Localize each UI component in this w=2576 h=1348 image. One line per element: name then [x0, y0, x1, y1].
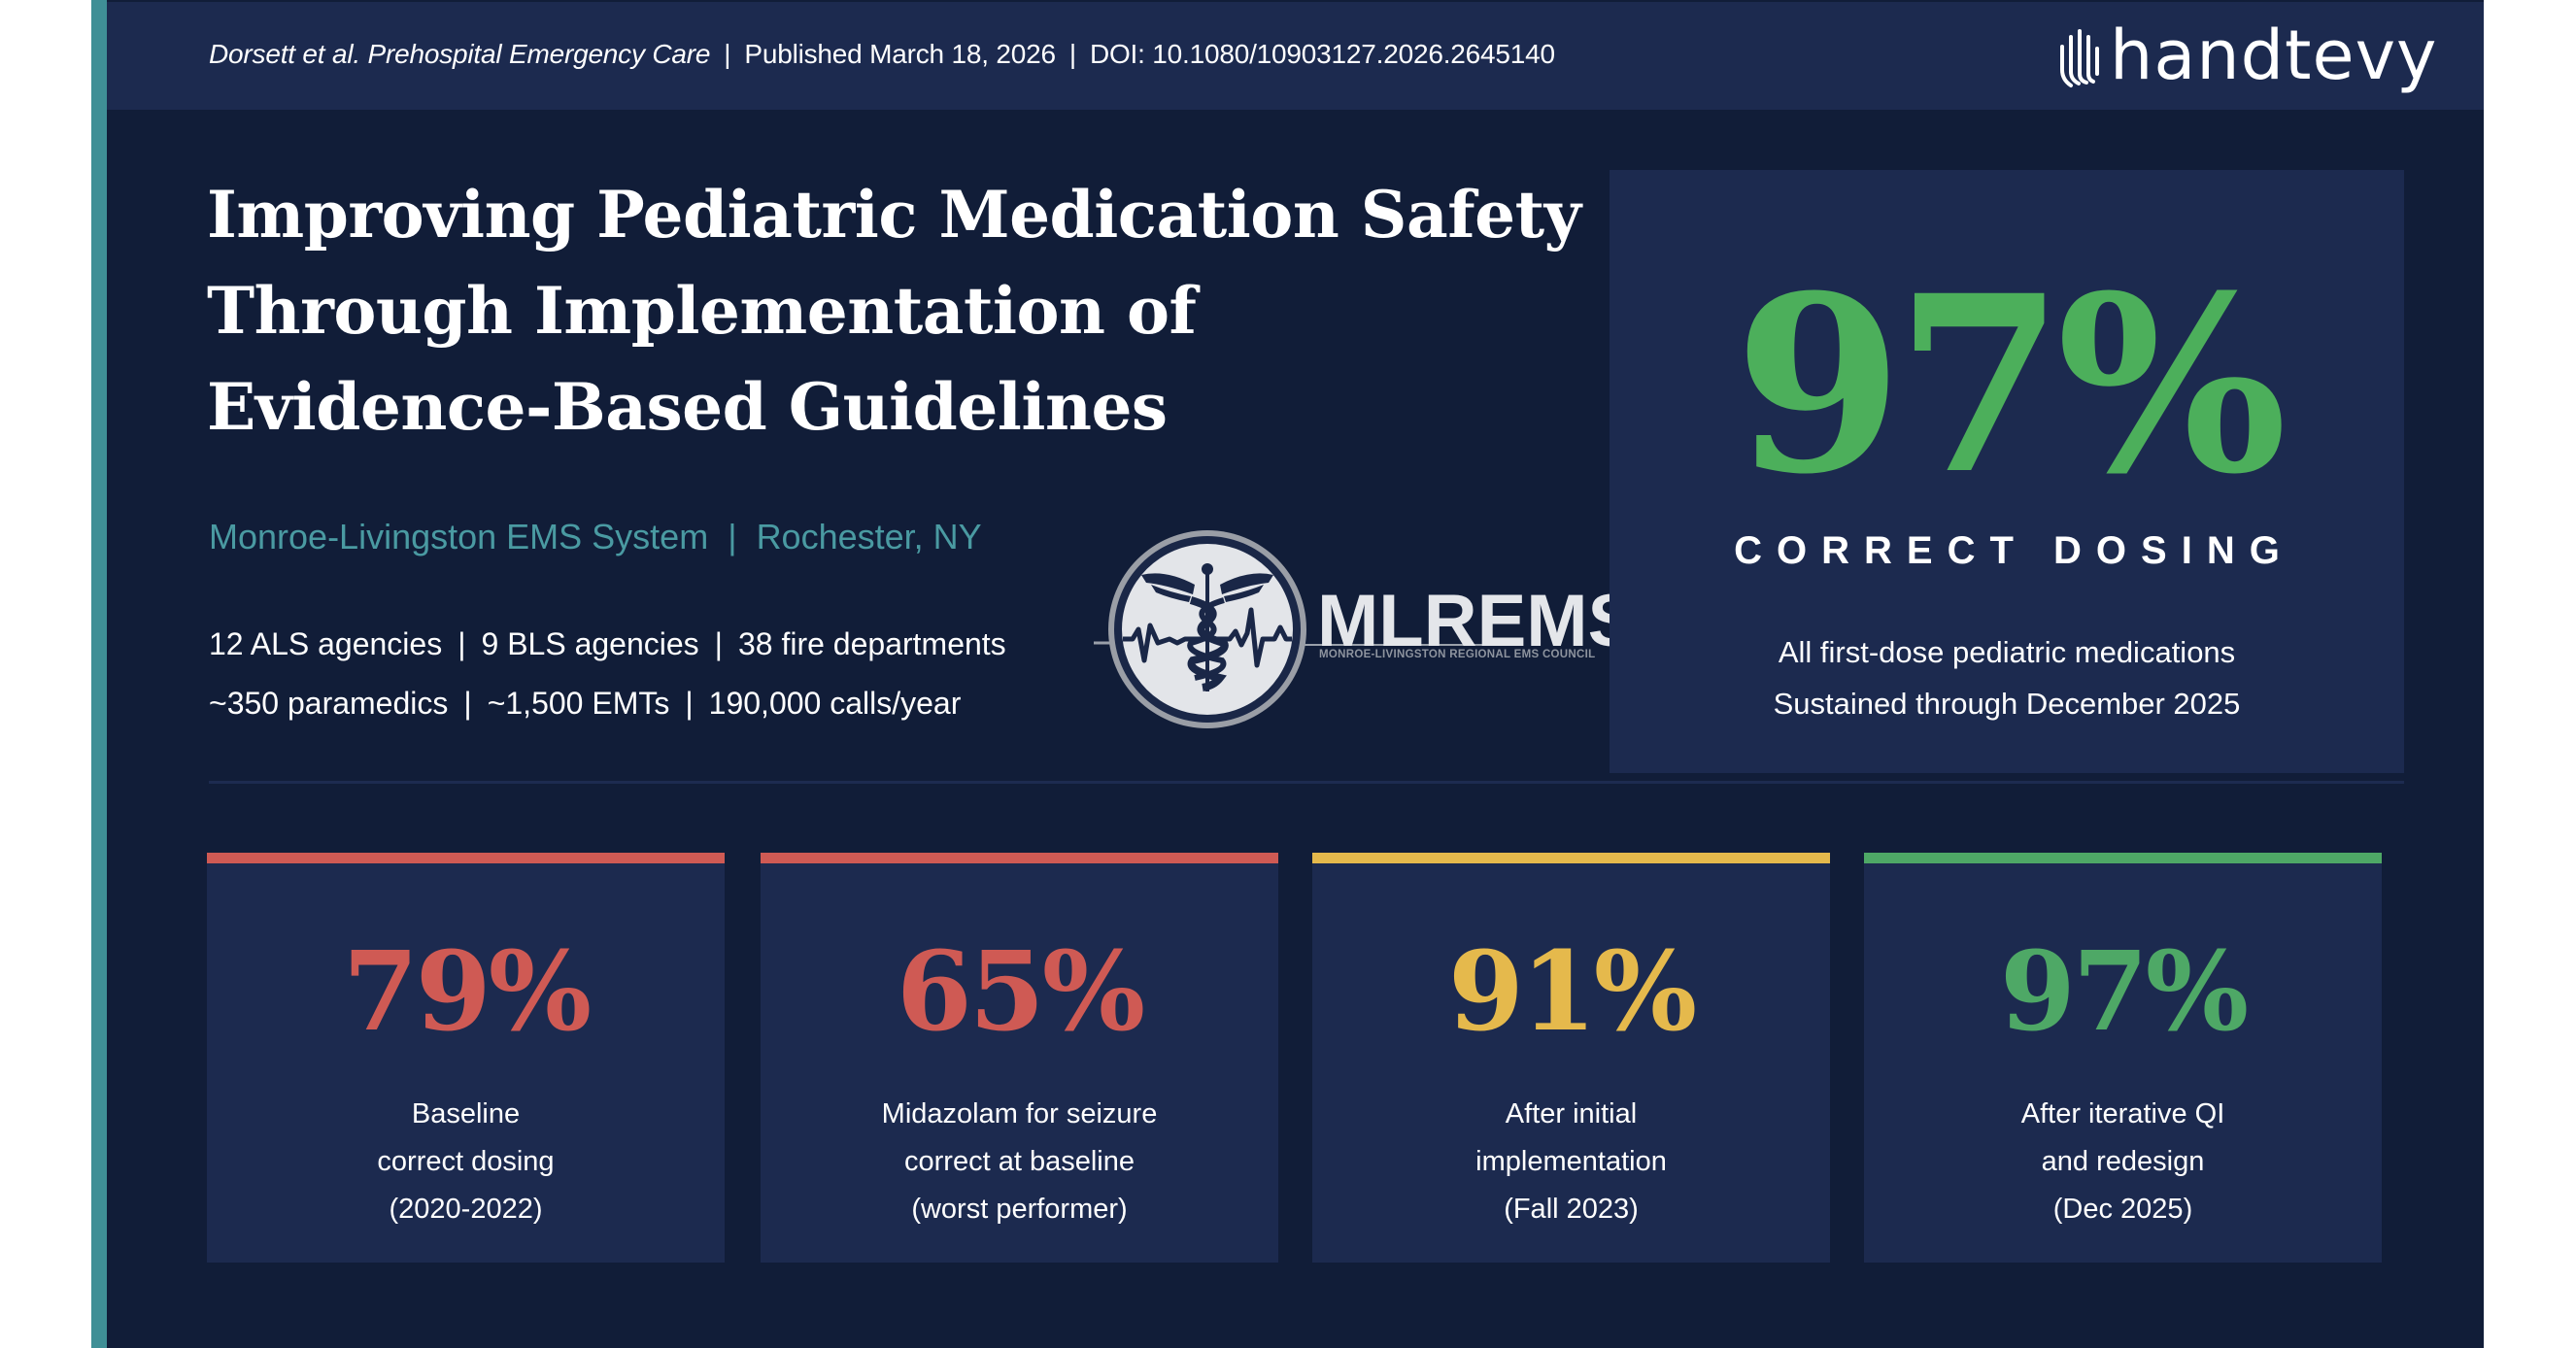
- system-name: Monroe-Livingston EMS System: [209, 517, 709, 556]
- card-label-line: and redesign: [2041, 1146, 2205, 1177]
- citation-published: Published March 18, 2026: [744, 39, 1056, 69]
- card-label-line: (Fall 2023): [1504, 1194, 1639, 1225]
- separator: |: [685, 686, 694, 721]
- citation-doi[interactable]: DOI: 10.1080/10903127.2026.2645140: [1089, 39, 1555, 69]
- stat-card-initial-implementation: 91% After initial implementation (Fall 2…: [1312, 853, 1830, 1263]
- separator: |: [724, 39, 731, 69]
- card-label-line: After iterative QI: [2020, 1098, 2225, 1129]
- title-line-1: Improving Pediatric Medication Safety: [207, 177, 1581, 253]
- card-accent-bar: [207, 853, 725, 863]
- hero-label: CORRECT DOSING: [1734, 529, 2294, 572]
- card-value: 91%: [1447, 928, 1697, 1056]
- hero-desc-line-1: All first-dose pediatric medications: [1778, 635, 2236, 669]
- separator: |: [714, 626, 723, 661]
- stat-calls: 190,000 calls/year: [708, 686, 962, 721]
- page-title: Improving Pediatric Medication Safety Th…: [207, 167, 1615, 455]
- handtevy-logo: handtevy: [2057, 19, 2437, 97]
- system-subtitle: Monroe-Livingston EMS System | Rochester, …: [209, 517, 982, 557]
- card-accent-bar: [1864, 853, 2382, 863]
- stats-row-2: ~350 paramedics | ~1,500 EMTs | 190,000 call…: [209, 674, 1006, 733]
- card-label-line: After initial: [1505, 1098, 1638, 1129]
- card-accent-bar: [1312, 853, 1830, 863]
- hero-stat-box: 97% CORRECT DOSING All first-dose pediat…: [1610, 170, 2404, 773]
- card-value: 65%: [896, 928, 1145, 1056]
- hero-description: All first-dose pediatric medications Sus…: [1610, 626, 2404, 729]
- hero-desc-line-2: Sustained through December 2025: [1773, 687, 2241, 721]
- left-accent-strip: [91, 0, 107, 1348]
- card-label: Midazolam for seizure correct at baselin…: [761, 1091, 1278, 1233]
- citation-journal: Dorsett et al. Prehospital Emergency Car…: [209, 39, 711, 69]
- stat-emts: ~1,500 EMTs: [487, 686, 670, 721]
- stats-row-1: 12 ALS agencies | 9 BLS agencies | 38 fire d…: [209, 615, 1006, 674]
- card-label-line: implementation: [1475, 1146, 1667, 1177]
- hand-lines-icon: [2060, 29, 2099, 87]
- stat-card-midazolam: 65% Midazolam for seizure correct at bas…: [761, 853, 1278, 1263]
- stat-paramedics: ~350 paramedics: [209, 686, 449, 721]
- hero-value: 97%: [1734, 242, 2287, 527]
- card-value: 97%: [1999, 928, 2249, 1056]
- card-value: 79%: [342, 928, 592, 1056]
- caduceus-heartbeat-icon: [1094, 530, 1506, 728]
- card-label-line: correct at baseline: [904, 1146, 1135, 1177]
- stat-als: 12 ALS agencies: [209, 626, 443, 661]
- separator: |: [728, 517, 737, 556]
- stat-fire: 38 fire departments: [737, 626, 1006, 661]
- card-label: Baseline correct dosing (2020-2022): [207, 1091, 725, 1233]
- brand-name: handtevy: [2110, 16, 2438, 95]
- card-accent-bar: [761, 853, 1278, 863]
- citation-line: Dorsett et al. Prehospital Emergency Car…: [209, 39, 1555, 70]
- separator: |: [1068, 39, 1076, 69]
- system-stats: 12 ALS agencies | 9 BLS agencies | 38 fire d…: [209, 615, 1006, 733]
- section-divider: [209, 781, 2404, 784]
- title-line-3: Evidence-Based Guidelines: [207, 369, 1168, 445]
- stat-card-iterative-qi: 97% After iterative QI and redesign (Dec…: [1864, 853, 2382, 1263]
- card-label: After iterative QI and redesign (Dec 202…: [1864, 1091, 2382, 1233]
- separator: |: [458, 626, 466, 661]
- title-line-2: Through Implementation of: [207, 273, 1197, 349]
- card-label-line: Midazolam for seizure: [881, 1098, 1158, 1129]
- system-location: Rochester, NY: [756, 517, 982, 556]
- org-name: MLREMS: [1317, 580, 1638, 662]
- card-label-line: (worst performer): [911, 1194, 1128, 1225]
- card-label: After initial implementation (Fall 2023): [1312, 1091, 1830, 1233]
- separator: |: [463, 686, 472, 721]
- card-label-line: (Dec 2025): [2052, 1194, 2193, 1225]
- stat-card-baseline: 79% Baseline correct dosing (2020-2022): [207, 853, 725, 1263]
- stat-bls: 9 BLS agencies: [481, 626, 699, 661]
- org-full-name: MONROE-LIVINGSTON REGIONAL EMS COUNCIL: [1319, 649, 1596, 660]
- card-label-line: (2020-2022): [389, 1194, 543, 1225]
- card-label-line: correct dosing: [377, 1146, 555, 1177]
- card-label-line: Baseline: [411, 1098, 521, 1129]
